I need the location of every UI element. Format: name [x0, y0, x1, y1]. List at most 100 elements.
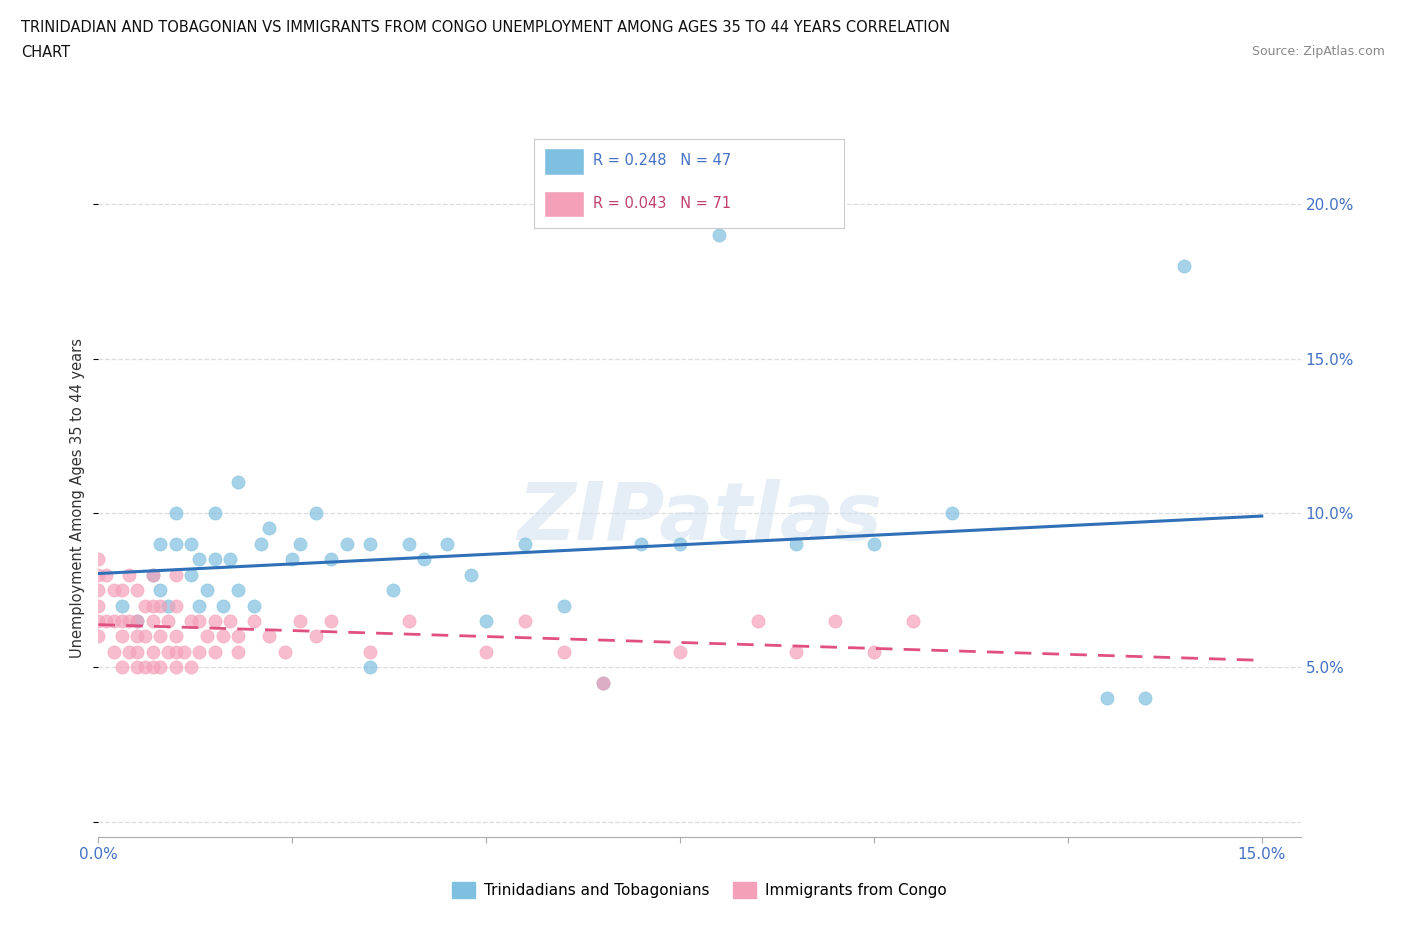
Point: [319, 614, 342, 629]
Point: [127, 614, 149, 629]
Point: [127, 644, 149, 659]
Point: [149, 583, 172, 598]
Y-axis label: Unemployment Among Ages 35 to 44 years: Unemployment Among Ages 35 to 44 years: [70, 338, 86, 658]
Point: [165, 567, 187, 582]
Point: [134, 629, 156, 644]
Point: [165, 644, 187, 659]
Point: [142, 567, 165, 582]
Text: R = 0.248   N = 47: R = 0.248 N = 47: [593, 153, 731, 168]
Point: [195, 629, 218, 644]
Point: [359, 644, 381, 659]
Point: [142, 567, 165, 582]
Point: [413, 551, 436, 566]
Point: [134, 660, 156, 675]
Point: [204, 644, 226, 659]
Point: [127, 583, 149, 598]
Point: [475, 644, 498, 659]
Point: [941, 506, 963, 521]
Point: [87, 567, 110, 582]
Point: [250, 537, 273, 551]
Point: [824, 614, 846, 629]
Point: [134, 598, 156, 613]
Point: [398, 614, 420, 629]
Point: [180, 567, 202, 582]
Point: [336, 537, 359, 551]
Point: [180, 537, 202, 551]
Point: [165, 660, 187, 675]
Point: [87, 598, 110, 613]
Point: [211, 629, 233, 644]
Point: [226, 583, 249, 598]
Point: [273, 644, 295, 659]
Point: [242, 598, 264, 613]
Point: [288, 614, 311, 629]
Point: [157, 644, 180, 659]
Point: [149, 660, 172, 675]
Point: [111, 598, 134, 613]
Point: [513, 537, 536, 551]
Point: [1095, 691, 1118, 706]
Point: [592, 675, 614, 690]
Text: ZIPatlas: ZIPatlas: [517, 479, 882, 557]
Point: [747, 614, 769, 629]
Point: [211, 598, 233, 613]
Point: [188, 598, 211, 613]
Point: [142, 614, 165, 629]
Point: [257, 629, 280, 644]
Point: [359, 660, 381, 675]
Point: [204, 506, 226, 521]
Point: [226, 474, 249, 489]
Bar: [544, 191, 583, 218]
Point: [165, 629, 187, 644]
Point: [707, 228, 730, 243]
Point: [127, 614, 149, 629]
Point: [127, 629, 149, 644]
Point: [226, 629, 249, 644]
Point: [319, 551, 342, 566]
Point: [901, 614, 924, 629]
Point: [436, 537, 458, 551]
Text: TRINIDADIAN AND TOBAGONIAN VS IMMIGRANTS FROM CONGO UNEMPLOYMENT AMONG AGES 35 T: TRINIDADIAN AND TOBAGONIAN VS IMMIGRANTS…: [21, 20, 950, 35]
Point: [111, 614, 134, 629]
Point: [592, 675, 614, 690]
Point: [304, 506, 326, 521]
Point: [204, 551, 226, 566]
Point: [204, 614, 226, 629]
Point: [111, 660, 134, 675]
Text: CHART: CHART: [21, 45, 70, 60]
Point: [475, 614, 498, 629]
Point: [359, 537, 381, 551]
Point: [111, 629, 134, 644]
Point: [460, 567, 482, 582]
Point: [630, 537, 652, 551]
Text: R = 0.043   N = 71: R = 0.043 N = 71: [593, 195, 731, 210]
Point: [188, 644, 211, 659]
Text: Source: ZipAtlas.com: Source: ZipAtlas.com: [1251, 45, 1385, 58]
Point: [304, 629, 326, 644]
Point: [118, 644, 141, 659]
Point: [157, 614, 180, 629]
Point: [118, 614, 141, 629]
Point: [188, 551, 211, 566]
Point: [103, 614, 125, 629]
Point: [785, 537, 807, 551]
Point: [96, 614, 118, 629]
Point: [669, 644, 692, 659]
Point: [118, 567, 141, 582]
Point: [173, 644, 195, 659]
Point: [1173, 259, 1195, 273]
Point: [398, 537, 420, 551]
Point: [165, 537, 187, 551]
Point: [103, 583, 125, 598]
Point: [149, 537, 172, 551]
Point: [142, 598, 165, 613]
Point: [180, 660, 202, 675]
Point: [87, 551, 110, 566]
Point: [142, 660, 165, 675]
Legend: Trinidadians and Tobagonians, Immigrants from Congo: Trinidadians and Tobagonians, Immigrants…: [446, 876, 953, 904]
Point: [103, 644, 125, 659]
Point: [195, 583, 218, 598]
Point: [288, 537, 311, 551]
Point: [513, 614, 536, 629]
Point: [669, 537, 692, 551]
